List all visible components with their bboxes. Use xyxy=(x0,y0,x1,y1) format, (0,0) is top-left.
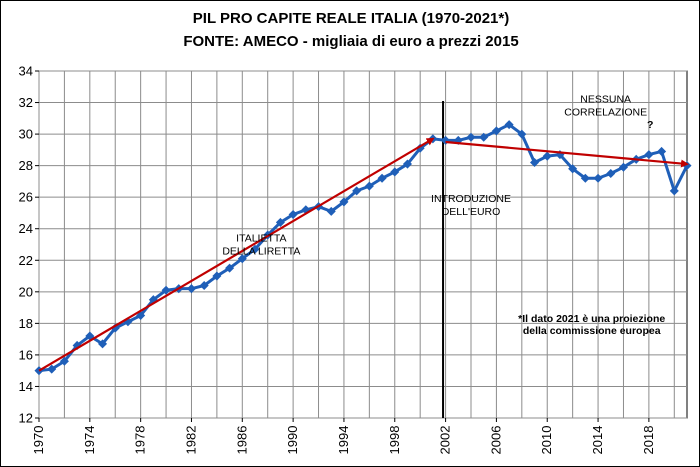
data-point xyxy=(339,197,349,207)
x-tick-label: 1970 xyxy=(31,426,46,455)
data-point xyxy=(568,164,578,174)
annotation-question: ? xyxy=(647,119,653,131)
annotation-line: ITALIETTA xyxy=(236,232,286,244)
chart-title: PIL PRO CAPITE REALE ITALIA (1970-2021*) xyxy=(192,10,510,27)
annotation-nessuna: NESSUNA CORRELAZIONE xyxy=(564,94,647,119)
x-tick-label: 2002 xyxy=(438,426,453,455)
annotation-line: DELL'EURO xyxy=(442,206,501,218)
y-tick-label: 14 xyxy=(19,379,33,394)
x-tick-label: 1994 xyxy=(336,426,351,455)
x-tick-label: 2010 xyxy=(539,426,554,455)
y-tick-label: 18 xyxy=(19,316,33,331)
annotation-line: DELLA LIRETTA xyxy=(222,245,300,257)
data-point xyxy=(479,132,489,142)
annotation-nota: *Il dato 2021 è una proiezione della comm… xyxy=(518,313,665,337)
data-point xyxy=(225,263,235,273)
y-tick-label: 28 xyxy=(19,158,33,173)
y-tick-label: 24 xyxy=(19,221,33,236)
data-point xyxy=(161,285,171,295)
data-point xyxy=(199,280,209,291)
annotation-italietta: ITALIETTA DELLA LIRETTA xyxy=(222,232,300,257)
x-tick-label: 2014 xyxy=(590,426,605,455)
y-tick-label: 32 xyxy=(19,95,33,110)
x-tick-label: 1998 xyxy=(387,426,402,455)
x-tick-label: 1978 xyxy=(133,426,148,455)
trend-arrow xyxy=(445,140,689,168)
annotation-line: CORRELAZIONE xyxy=(564,107,647,119)
x-tick-label: 2018 xyxy=(641,426,656,455)
data-point xyxy=(364,181,374,191)
trend-arrow xyxy=(38,137,435,372)
annotation-introduzione: INTRODUZIONE DELL'EURO xyxy=(431,193,511,218)
y-tick-label: 12 xyxy=(19,411,33,426)
y-tick-label: 22 xyxy=(19,253,33,268)
y-tick-label: 26 xyxy=(19,190,33,205)
x-tick-label: 1986 xyxy=(234,426,249,455)
chart-subtitle: FONTE: AMECO - migliaia di euro a prezzi… xyxy=(183,33,519,50)
annotation-line: NESSUNA xyxy=(580,94,631,106)
y-tick-label: 30 xyxy=(19,127,33,142)
plot-area xyxy=(38,70,688,419)
x-tick-label: 1982 xyxy=(183,426,198,455)
x-tick-label: 2006 xyxy=(488,426,503,455)
annotation-line: della commissione europea xyxy=(523,325,661,337)
y-tick-label: 34 xyxy=(19,64,33,79)
data-point xyxy=(644,150,654,160)
y-tick-label: 16 xyxy=(19,347,33,362)
annotation-line: *Il dato 2021 è una proiezione xyxy=(518,313,665,325)
data-point xyxy=(59,356,69,366)
x-tick-label: 1974 xyxy=(82,426,97,455)
x-tick-label: 1990 xyxy=(285,426,300,455)
annotation-line: INTRODUZIONE xyxy=(431,193,511,205)
data-point xyxy=(186,284,196,294)
data-point xyxy=(402,159,412,169)
data-point xyxy=(326,206,336,216)
data-point xyxy=(212,271,222,281)
annotation-line: ? xyxy=(647,119,653,131)
y-tick-label: 20 xyxy=(19,284,33,299)
data-point xyxy=(491,126,501,136)
